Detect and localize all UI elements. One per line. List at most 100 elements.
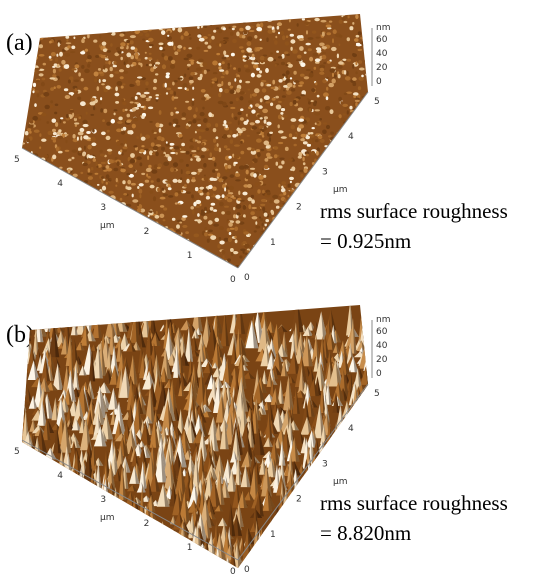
grain [311,151,316,155]
grain [243,250,245,254]
grain [261,241,264,246]
grain [216,53,220,55]
grain [268,256,272,260]
grain [110,67,113,72]
grain [25,131,29,135]
grain [273,59,276,61]
grain [62,215,67,219]
grain [25,177,30,180]
grain [356,121,359,124]
grain [306,253,310,258]
grain [349,106,352,110]
spike-shadow [348,431,351,454]
grain [106,122,111,126]
grain [262,109,268,113]
grain [168,56,173,61]
grain [226,57,230,60]
grain [22,215,28,219]
grain [178,267,181,270]
grain [138,250,140,255]
grain [93,196,97,200]
spike [20,479,29,510]
grain [152,24,155,27]
grain [192,87,194,90]
grain [77,97,81,101]
spike [350,468,363,477]
grain [191,61,194,65]
grain [121,267,123,270]
spike [348,415,358,423]
grain [338,97,342,102]
grain [205,261,210,265]
grain [288,265,291,270]
grain [136,82,140,86]
grain [73,37,75,40]
grain [213,128,217,132]
grain [45,33,49,38]
grain [173,256,177,260]
spike [23,472,29,500]
grain [208,112,212,117]
grain [204,177,208,180]
grain [361,75,364,78]
grain [186,267,190,270]
grain [113,207,119,210]
grain [59,251,64,254]
grain [97,86,100,91]
grain [223,28,226,31]
grain [152,25,156,27]
grain [288,257,291,259]
grain [215,218,220,222]
spike-shadow [22,461,29,470]
grain [241,50,245,53]
grain [319,118,322,120]
grain [330,132,334,135]
grain [347,157,350,160]
grain [194,156,199,158]
grain [165,12,171,15]
grain [181,169,183,174]
grain [98,71,103,73]
spike-shadow [25,479,30,510]
grain [348,261,354,263]
grain [21,247,24,252]
grain [140,94,146,98]
grain [232,39,237,43]
grain [219,226,224,230]
grain [160,205,164,208]
grain [87,64,90,68]
grain [60,117,63,119]
grain [135,96,138,100]
grain [332,38,334,43]
grain [145,33,149,37]
grain [358,31,362,35]
grain [310,134,315,137]
grain [281,62,285,65]
grain [101,162,106,164]
grain [312,202,318,206]
grain [113,61,116,65]
grain [31,268,37,271]
grain [249,262,253,264]
grain [362,102,367,104]
grain [172,27,175,31]
grain [261,199,267,202]
grain [140,265,146,270]
grain [343,113,346,115]
grain [208,34,212,36]
grain [270,103,273,107]
grain [91,22,93,27]
grain [122,99,124,102]
grain [322,191,325,194]
spike [28,505,41,511]
grain [37,160,42,164]
grain [51,267,55,269]
grain [343,169,346,173]
grain [152,16,155,20]
grain [215,123,218,127]
grain [316,122,319,124]
grain [120,76,124,79]
grain [297,23,299,27]
grain [22,170,27,174]
grain [86,263,92,268]
